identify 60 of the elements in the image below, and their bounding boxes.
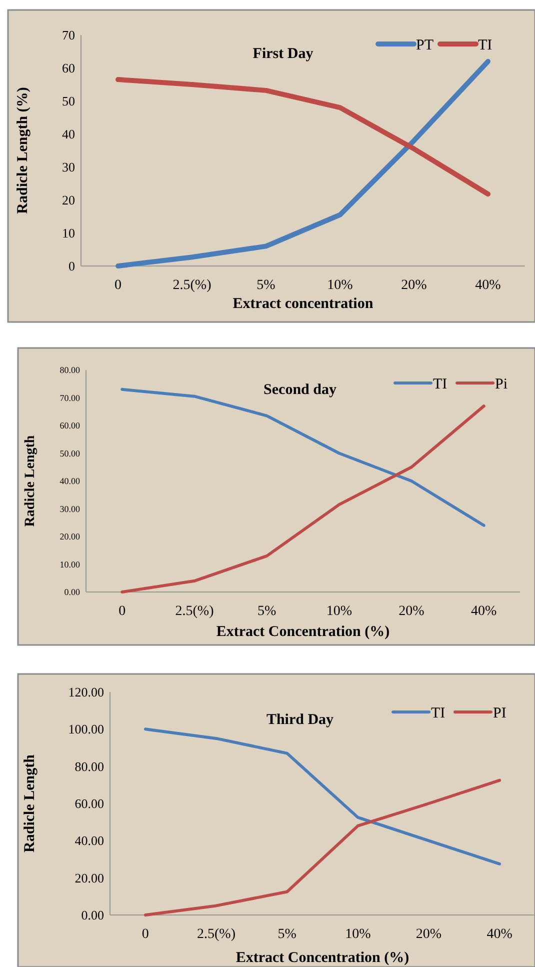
y-tick-label: 10 [62,226,75,241]
y-tick-label: 100.00 [68,722,104,737]
text: First Day [252,46,314,62]
legend-label: TI [478,37,492,54]
x-tick-label: 5% [278,927,297,942]
y-tick-label: 60.00 [60,420,80,431]
y-tick-label: 50.00 [60,448,80,458]
y-tick-label: 0.00 [81,908,104,923]
y-axis-title: Radicle Length [22,754,38,852]
legend-label: PI [493,705,506,722]
legend-label: PT [416,37,434,54]
y-tick-label: 20 [62,192,75,208]
x-tick-label: 10% [327,278,354,293]
legend-label: TI [431,705,446,722]
y-axis-title: Radicle Length (%) [15,87,31,214]
x-axis-title: Extract Concentration (%) [216,624,390,640]
x-tick-label: 40% [470,604,497,619]
x-tick-label: 0 [118,604,126,619]
y-tick-label: 40.00 [74,833,104,848]
x-axis-title: Extract concentration [232,296,374,312]
y-tick-label: 0.00 [64,587,80,598]
x-tick-label: 40% [475,278,502,293]
y-tick-label: 40 [62,126,75,142]
y-tick-label: 60.00 [74,796,104,812]
x-tick-label: 10% [326,604,352,619]
x-axis-title: Extract Concentration (%) [236,950,410,966]
y-tick-label: 20.00 [74,870,104,886]
x-tick-label: 5% [256,278,276,293]
y-tick-label: 30 [62,160,75,175]
x-tick-label: 2.5(%) [172,278,212,293]
y-tick-label: 60 [62,60,75,76]
legend-label: TI [433,376,448,392]
legend-label: Pi [495,376,508,392]
y-tick-label: 40.00 [60,476,80,486]
x-tick-label: 2.5(%) [175,604,214,619]
y-tick-label: 50 [62,94,75,109]
line-series [120,404,486,594]
y-tick-label: 80.00 [74,758,104,774]
text: Second day [264,382,337,398]
text: Third Day [266,712,334,728]
x-tick-label: 20% [401,278,428,293]
x-tick-label: 10% [345,927,372,942]
x-tick-label: 20% [416,927,442,942]
y-tick-label: 80.00 [60,365,80,376]
x-tick-label: 20% [398,604,425,619]
y-tick-label: 0 [68,258,75,274]
x-tick-label: 5% [257,604,276,619]
y-axis-title: Radicle Length [23,435,38,527]
y-tick-label: 120.00 [68,684,104,700]
y-tick-label: 70.00 [60,392,80,403]
y-tick-label: 10.00 [60,559,80,570]
y-tick-label: 30.00 [60,504,80,514]
x-tick-label: 0 [114,278,122,293]
line-series [144,778,502,916]
x-tick-label: 2.5(%) [197,927,236,942]
line-series [144,728,502,866]
y-tick-label: 70 [62,28,75,43]
x-tick-label: 0 [142,927,149,942]
y-tick-label: 20.00 [60,532,80,542]
x-tick-label: 40% [486,927,513,942]
